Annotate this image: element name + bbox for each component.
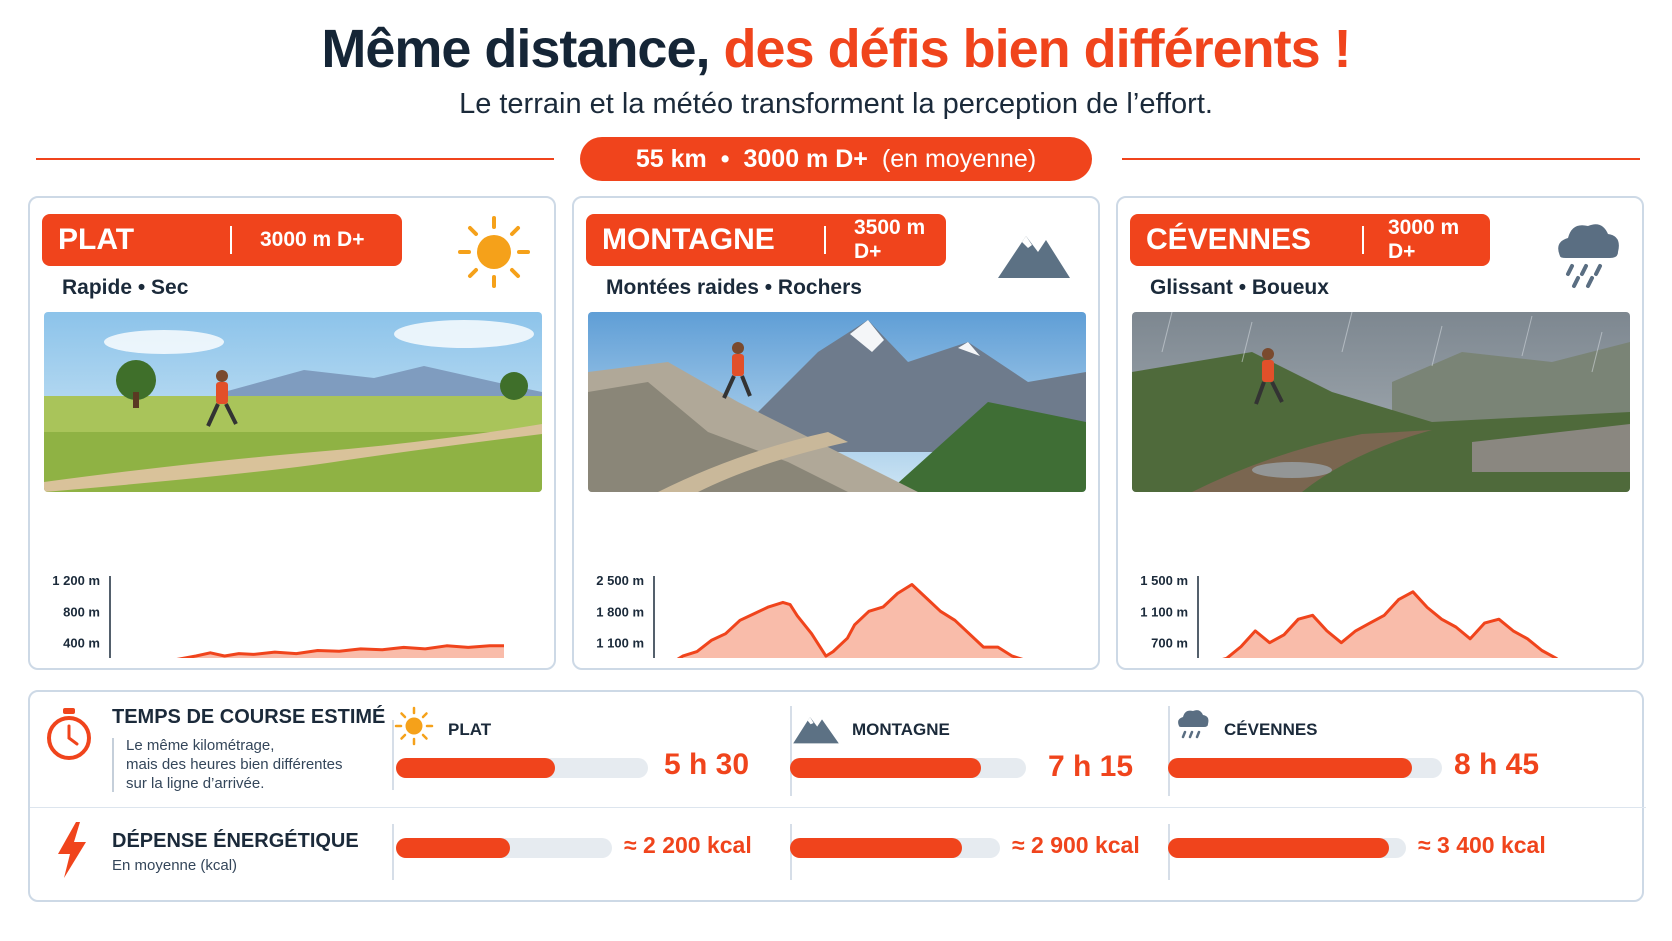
card-montagne: MONTAGNE 3500 m D+ Montées raides • Roch… xyxy=(572,196,1100,670)
energy-bar-plat xyxy=(396,838,612,858)
time-title: TEMPS DE COURSE ESTIMÉ xyxy=(112,706,386,728)
energy-bar-fill xyxy=(396,838,511,858)
card-tag: PLAT 3000 m D+ xyxy=(42,214,402,266)
time-value-montagne: 7 h 15 xyxy=(1048,750,1134,783)
runner-figure xyxy=(722,342,752,399)
col-divider xyxy=(790,706,792,796)
terrain-name: MONTAGNE xyxy=(602,223,775,256)
runner-figure xyxy=(1254,348,1284,405)
terrain-elevation: 3000 m D+ xyxy=(1388,216,1460,263)
col-divider xyxy=(392,720,394,790)
card-cevennes: CÉVENNES 3000 m D+ Glissant • Boueux 1 5… xyxy=(1116,196,1644,670)
time-label-cevennes: CÉVENNES xyxy=(1224,720,1318,739)
y-tick-label: 1 100 m xyxy=(596,636,644,651)
stopwatch-icon xyxy=(47,708,91,760)
lightning-icon xyxy=(58,822,86,878)
desc-line: sur la ligne d’arrivée. xyxy=(126,775,265,792)
runner-figure xyxy=(206,370,238,427)
energy-bar-cevennes xyxy=(1168,838,1406,858)
scene-rainy-trail xyxy=(1132,312,1630,492)
sun-icon xyxy=(394,706,434,746)
energy-bar-fill xyxy=(790,838,963,858)
time-description: Le même kilométrage, mais des heures bie… xyxy=(126,736,343,793)
y-tick-label: 1 800 m xyxy=(596,604,644,619)
elevation-area xyxy=(1227,591,1556,658)
y-tick-label: 1 500 m xyxy=(1140,573,1188,588)
desc-bar xyxy=(112,738,114,792)
desc-line: Le même kilométrage, xyxy=(126,737,275,754)
tag-separator xyxy=(824,226,826,254)
tag-separator xyxy=(1362,226,1364,254)
pill-bullet: • xyxy=(720,144,730,173)
rain-cloud-icon xyxy=(1558,224,1619,288)
elevation-line xyxy=(1222,590,1559,658)
time-value-plat: 5 h 30 xyxy=(664,748,750,781)
time-bar-fill xyxy=(790,758,982,778)
y-tick-label: 1 100 m xyxy=(1140,604,1188,619)
pill-distance: 55 km xyxy=(635,144,707,173)
energy-bar-montagne xyxy=(790,838,1000,858)
stats-panel: TEMPS DE COURSE ESTIMÉ Le même kilométra… xyxy=(28,690,1646,902)
time-value-cevennes: 8 h 45 xyxy=(1454,748,1540,781)
divider-left xyxy=(36,158,554,160)
rain-cloud-icon xyxy=(1178,710,1209,739)
time-bar-fill xyxy=(1168,758,1412,778)
energy-description: En moyenne (kcal) xyxy=(112,857,238,874)
col-divider xyxy=(392,824,394,880)
divider-right xyxy=(1122,158,1640,160)
energy-value-plat: ≈ 2 200 kcal xyxy=(624,832,752,858)
card-tag: CÉVENNES 3000 m D+ xyxy=(1130,214,1490,266)
terrain-name: PLAT xyxy=(58,223,135,256)
time-label-montagne: MONTAGNE xyxy=(852,720,950,739)
y-tick-label: 2 500 m xyxy=(596,573,644,588)
pill-note: (en moyenne) xyxy=(881,144,1037,173)
energy-bar-fill xyxy=(1168,838,1390,858)
time-bar-cevennes xyxy=(1168,758,1442,778)
terrain-traits: Montées raides • Rochers xyxy=(606,276,862,299)
time-bar-montagne xyxy=(790,758,1026,778)
mountain-icon xyxy=(793,717,839,744)
time-bar-plat xyxy=(396,758,648,778)
col-divider xyxy=(1168,706,1170,796)
time-label-plat: PLAT xyxy=(448,720,492,739)
title-part-1: Même distance, xyxy=(321,19,710,79)
elevation-line xyxy=(176,644,504,658)
terrain-elevation: 3000 m D+ xyxy=(260,228,365,251)
y-tick-label: 800 m xyxy=(63,604,100,619)
energy-value-montagne: ≈ 2 900 kcal xyxy=(1012,832,1140,858)
terrain-name: CÉVENNES xyxy=(1146,223,1312,256)
page-title: Même distance, des défis bien différents… xyxy=(0,18,1672,80)
desc-line: mais des heures bien différentes xyxy=(126,756,343,773)
energy-value-cevennes: ≈ 3 400 kcal xyxy=(1418,832,1546,858)
elevation-area xyxy=(679,584,1019,658)
summary-pill: 55 km • 3000 m D+ (en moyenne) xyxy=(580,137,1092,181)
y-tick-label: 400 m xyxy=(63,636,100,651)
card-tag: MONTAGNE 3500 m D+ xyxy=(586,214,946,266)
terrain-elevation: 3500 m D+ xyxy=(854,216,926,263)
page-subtitle: Le terrain et la météo transforment la p… xyxy=(459,88,1213,120)
terrain-traits: Glissant • Boueux xyxy=(1150,276,1329,299)
y-tick-label: 1 200 m xyxy=(52,573,100,588)
tag-separator xyxy=(230,226,232,254)
elevation-line xyxy=(676,583,1024,658)
pill-elevation: 3000 m D+ xyxy=(743,144,868,173)
card-plat: PLAT 3000 m D+ Rapide • Sec 1 200 m 800 m… xyxy=(28,196,556,670)
scene-flat-meadow xyxy=(44,312,542,492)
title-part-2: des défis bien différents ! xyxy=(723,19,1352,79)
mountain-icon xyxy=(998,236,1070,278)
y-tick-label: 700 m xyxy=(1151,636,1188,651)
sun-icon xyxy=(458,216,530,288)
energy-title: DÉPENSE ÉNERGÉTIQUE xyxy=(112,830,359,852)
stats-divider xyxy=(30,807,1646,808)
terrain-traits: Rapide • Sec xyxy=(62,276,189,299)
time-bar-fill xyxy=(396,758,555,778)
scene-alpine-trail xyxy=(588,312,1086,492)
